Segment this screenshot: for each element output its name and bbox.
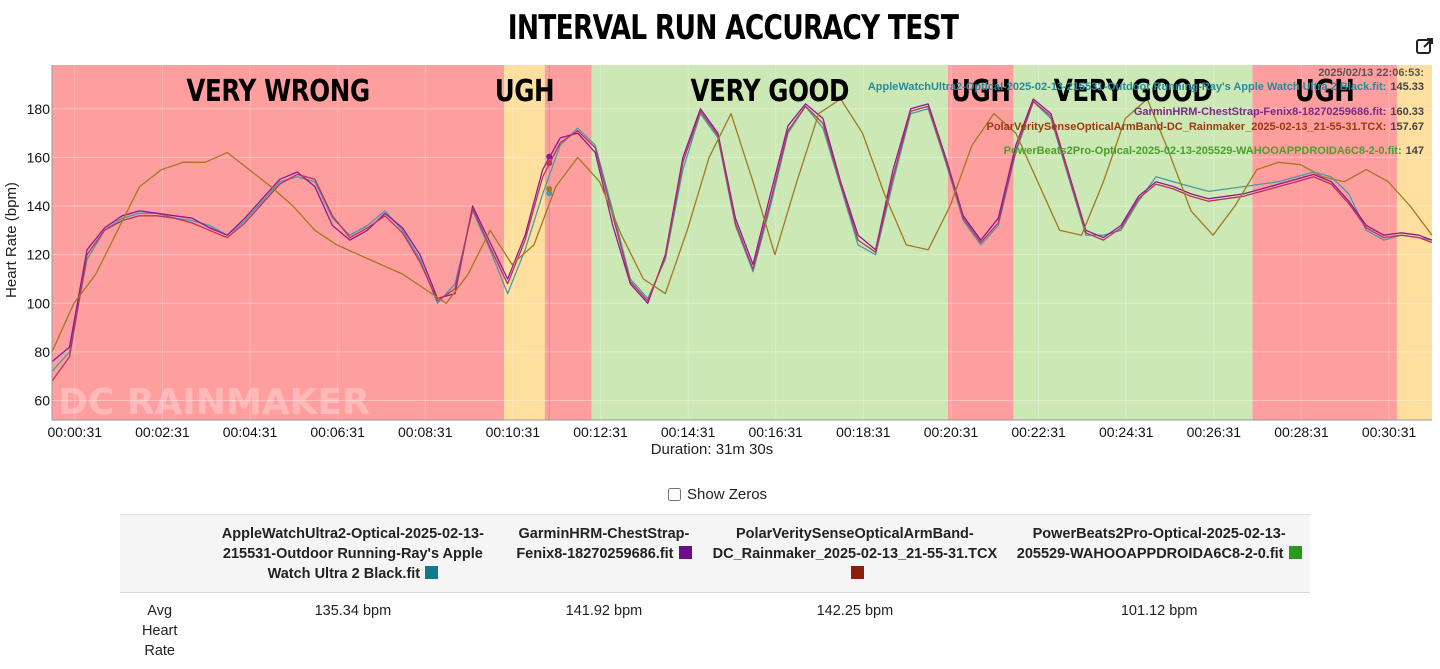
zone-band: [592, 65, 948, 420]
zone-band: [545, 65, 592, 420]
tooltip-row-apple-value: 145.33: [1390, 81, 1424, 93]
show-zeros-checkbox[interactable]: [668, 488, 681, 501]
x-tick-label: 00:22:31: [1011, 424, 1066, 440]
x-tick-label: 00:28:31: [1274, 424, 1329, 440]
zone-label: UGH: [495, 75, 555, 109]
tooltip-row-garmin: GarminHRM-ChestStrap-Fenix8-18270259686.…: [1134, 106, 1424, 118]
zone-label: VERY WRONG: [186, 75, 369, 109]
x-tick-label: 00:06:31: [310, 424, 365, 440]
tooltip-timestamp: 2025/02/13 22:06:53:: [1318, 67, 1424, 79]
garmin-swatch: [679, 546, 692, 559]
y-tick-label: 160: [27, 149, 51, 165]
y-tick-label: 100: [27, 295, 51, 311]
stats-header-powerbeats: PowerBeats2Pro-Optical-2025-02-13-205529…: [1008, 515, 1310, 593]
crosshair-point: [546, 160, 552, 166]
tooltip-row-polar-name: PolarVeritySenseOpticalArmBand-DC_Rainma…: [986, 121, 1386, 133]
x-tick-label: 00:24:31: [1099, 424, 1154, 440]
x-tick-label: 00:02:31: [135, 424, 190, 440]
x-tick-label: 00:16:31: [748, 424, 803, 440]
apple-swatch: [425, 566, 438, 579]
y-tick-label: 140: [27, 198, 51, 214]
tooltip-row-apple-name: AppleWatchUltra2-Optical-2025-02-13-2155…: [868, 81, 1387, 93]
x-tick-label: 00:14:31: [661, 424, 716, 440]
show-zeros-label: Show Zeros: [687, 486, 767, 503]
avg-heart-rate-label-text: Avg Heart Rate: [137, 601, 183, 661]
stats-header-polar: PolarVeritySenseOpticalArmBand-DC_Rainma…: [701, 515, 1008, 593]
y-tick-label: 80: [34, 344, 50, 360]
y-axis-title: Heart Rate (bpm): [3, 182, 20, 298]
tooltip-row-powerbeats: PowerBeats2Pro-Optical-2025-02-13-205529…: [1004, 145, 1424, 157]
crosshair-point: [546, 186, 552, 192]
tooltip-row-powerbeats-value: 147: [1406, 145, 1424, 157]
zone-band: [1252, 65, 1397, 420]
show-zeros-toggle[interactable]: Show Zeros: [668, 486, 767, 503]
watermark: DC RAINMAKER: [58, 382, 370, 423]
crosshair-point: [546, 154, 552, 160]
x-tick-label: 00:18:31: [836, 424, 891, 440]
stats-header-row: AppleWatchUltra2-Optical-2025-02-13-2155…: [120, 515, 1310, 593]
x-tick-label: 00:30:31: [1362, 424, 1417, 440]
x-axis-title: Duration: 31m 30s: [651, 441, 774, 458]
x-tick-label: 00:12:31: [573, 424, 628, 440]
zone-label: VERY GOOD: [691, 75, 850, 109]
y-tick-label: 120: [27, 247, 51, 263]
y-tick-label: 60: [34, 393, 50, 409]
x-tick-label: 00:00:31: [48, 424, 103, 440]
stats-header-apple: AppleWatchUltra2-Optical-2025-02-13-2155…: [199, 515, 506, 593]
polar-swatch: [851, 566, 864, 579]
y-tick-label: 180: [27, 101, 51, 117]
tooltip-row-powerbeats-name: PowerBeats2Pro-Optical-2025-02-13-205529…: [1004, 145, 1402, 157]
stats-header-garmin: GarminHRM-ChestStrap-Fenix8-18270259686.…: [506, 515, 701, 593]
tooltip-row-polar: PolarVeritySenseOpticalArmBand-DC_Rainma…: [986, 121, 1424, 133]
tooltip-row-garmin-name: GarminHRM-ChestStrap-Fenix8-18270259686.…: [1134, 106, 1386, 118]
tooltip-row-garmin-value: 160.33: [1390, 106, 1424, 118]
stats-header-polar-label: PolarVeritySenseOpticalArmBand-DC_Rainma…: [713, 526, 998, 562]
stats-header-powerbeats-label: PowerBeats2Pro-Optical-2025-02-13-205529…: [1017, 526, 1286, 562]
x-tick-label: 00:20:31: [924, 424, 979, 440]
x-tick-label: 00:04:31: [223, 424, 278, 440]
x-tick-label: 00:10:31: [486, 424, 541, 440]
x-tick-label: 00:26:31: [1187, 424, 1242, 440]
stats-header-apple-label: AppleWatchUltra2-Optical-2025-02-13-2155…: [222, 526, 484, 582]
tooltip-row-apple: AppleWatchUltra2-Optical-2025-02-13-2155…: [868, 81, 1424, 93]
tooltip-row-polar-value: 157.67: [1390, 121, 1424, 133]
powerbeats-swatch: [1289, 546, 1302, 559]
stats-table: AppleWatchUltra2-Optical-2025-02-13-2155…: [120, 514, 1310, 669]
stats-header-empty: [120, 515, 199, 593]
stats-header-garmin-label: GarminHRM-ChestStrap-Fenix8-18270259686.…: [516, 526, 689, 562]
zone-band: [1397, 65, 1432, 420]
x-tick-label: 00:08:31: [398, 424, 453, 440]
zone-band: [52, 65, 504, 420]
zone-band: [1014, 65, 1253, 420]
